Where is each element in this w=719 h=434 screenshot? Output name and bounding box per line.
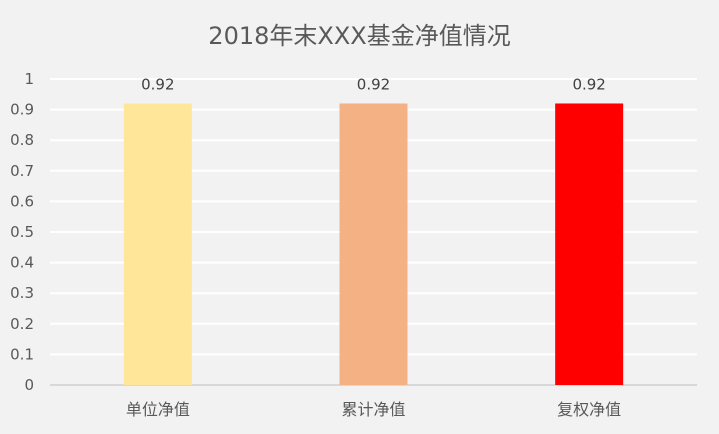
y-tick-label: 0.3 [10, 284, 34, 302]
x-tick-label: 单位净值 [126, 400, 190, 419]
y-tick-label: 1 [24, 70, 34, 88]
bar [555, 103, 624, 385]
chart-title: 2018年末XXX基金净值情况 [208, 22, 511, 50]
y-tick-label: 0.8 [10, 131, 34, 149]
y-tick-label: 0.2 [10, 315, 34, 333]
y-tick-label: 0.1 [10, 345, 34, 363]
bar [339, 103, 408, 385]
data-label: 0.92 [572, 75, 605, 93]
data-label: 0.92 [357, 75, 390, 93]
y-tick-label: 0.6 [10, 192, 34, 210]
x-tick-label: 复权净值 [557, 400, 621, 419]
y-tick-label: 0.5 [10, 223, 34, 241]
y-tick-label: 0.9 [10, 101, 34, 119]
bar [123, 103, 192, 385]
data-label: 0.92 [141, 75, 174, 93]
x-tick-label: 累计净值 [341, 400, 405, 419]
y-tick-label: 0.7 [10, 162, 34, 180]
y-tick-label: 0.4 [10, 254, 34, 272]
y-tick-label: 0 [24, 376, 34, 394]
